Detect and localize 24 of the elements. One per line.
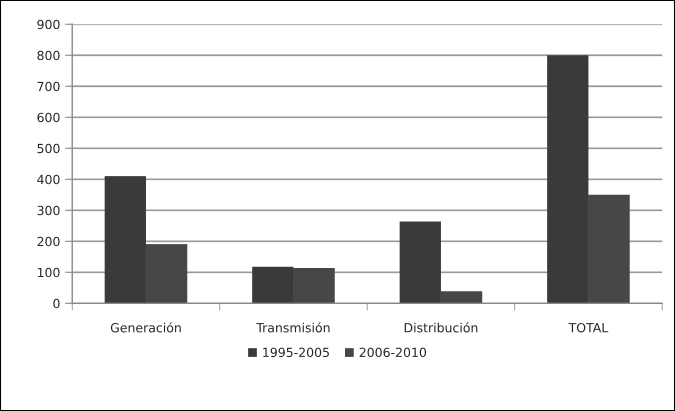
bar (252, 266, 294, 304)
y-tick-label: 400 (37, 174, 60, 184)
y-tick-label: 800 (37, 50, 60, 60)
bar (293, 268, 335, 304)
x-tick-label: Transmisión (256, 322, 330, 332)
legend-label: 2006-2010 (360, 348, 426, 358)
bar (146, 244, 188, 304)
legend-label: 1995-2005 (263, 348, 329, 358)
bar (104, 176, 146, 304)
bar (440, 291, 482, 304)
bar (547, 55, 588, 304)
y-tick-label: 200 (37, 236, 60, 246)
y-tick-label: 100 (38, 268, 60, 278)
bar (588, 194, 630, 304)
y-tick-label: 600 (37, 112, 60, 122)
y-tick-label: 700 (38, 82, 60, 92)
x-tick-label: Generación (110, 322, 181, 332)
x-tick-label: Distribución (404, 322, 478, 332)
y-tick-label: 300 (38, 206, 60, 216)
x-tick-label: TOTAL (568, 322, 608, 332)
y-tick-label: 900 (37, 20, 60, 30)
bar (400, 221, 441, 304)
y-tick-label: 500 (38, 144, 60, 154)
y-tick-label: 0 (53, 298, 60, 308)
